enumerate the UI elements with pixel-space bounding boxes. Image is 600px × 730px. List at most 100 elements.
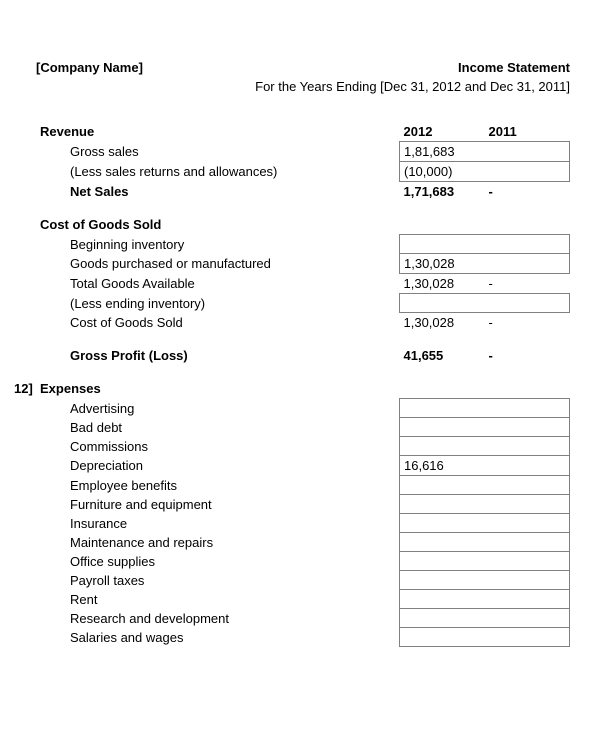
less-ending-label: (Less ending inventory): [66, 294, 400, 313]
less-ending-2011: [485, 294, 570, 313]
gross-profit-label: Gross Profit (Loss): [66, 346, 400, 365]
total-avail-row: Total Goods Available 1,30,028 -: [36, 274, 570, 294]
cogs-heading: Cost of Goods Sold: [36, 215, 570, 235]
expense-2012: [400, 437, 485, 456]
expense-2011: [485, 495, 570, 514]
gross-profit-row: Gross Profit (Loss) 41,655 -: [36, 346, 570, 365]
expense-2011: [485, 552, 570, 571]
beginning-label: Beginning inventory: [66, 235, 400, 254]
cogs-total-row: Cost of Goods Sold 1,30,028 -: [36, 313, 570, 333]
expense-2011: [485, 418, 570, 437]
expense-2012: 16,616: [400, 456, 485, 476]
purchased-2012: 1,30,028: [400, 254, 485, 274]
col-year1: 2012: [400, 122, 485, 142]
expense-row: Advertising: [36, 399, 570, 418]
expense-2012: [400, 571, 485, 590]
returns-2011: [485, 162, 570, 182]
expense-label: Research and development: [66, 609, 400, 628]
expense-label: Bad debt: [66, 418, 400, 437]
expense-2012: [400, 495, 485, 514]
expense-row: Salaries and wages: [36, 628, 570, 647]
expense-2012: [400, 628, 485, 647]
expense-row: Insurance: [36, 514, 570, 533]
expense-2012: [400, 552, 485, 571]
expense-label: Employee benefits: [66, 476, 400, 495]
expense-2011: [485, 437, 570, 456]
cogs-2012: 1,30,028: [400, 313, 485, 333]
expenses-heading-row: 12] Expenses: [36, 379, 570, 399]
purchased-label: Goods purchased or manufactured: [66, 254, 400, 274]
total-avail-2011: -: [485, 274, 570, 294]
returns-2012: (10,000): [400, 162, 485, 182]
beginning-2012: [400, 235, 485, 254]
income-table: Revenue 2012 2011 Gross sales 1,81,683 (…: [36, 122, 570, 647]
less-ending-2012: [400, 294, 485, 313]
expense-row: Employee benefits: [36, 476, 570, 495]
expense-2011: [485, 456, 570, 476]
expense-row: Commissions: [36, 437, 570, 456]
expense-2011: [485, 399, 570, 418]
beginning-inv-row: Beginning inventory: [36, 235, 570, 254]
gross-sales-row: Gross sales 1,81,683: [36, 142, 570, 162]
net-sales-row: Net Sales 1,71,683 -: [36, 182, 570, 202]
cogs-2011: -: [485, 313, 570, 333]
expense-label: Maintenance and repairs: [66, 533, 400, 552]
expense-2011: [485, 476, 570, 495]
gross-profit-2012: 41,655: [400, 346, 485, 365]
expense-row: Office supplies: [36, 552, 570, 571]
expense-2011: [485, 628, 570, 647]
expense-2011: [485, 590, 570, 609]
expense-row: Payroll taxes: [36, 571, 570, 590]
gross-profit-2011: -: [485, 346, 570, 365]
net-sales-label: Net Sales: [66, 182, 400, 202]
expense-2011: [485, 514, 570, 533]
gross-sales-label: Gross sales: [66, 142, 400, 162]
expense-2011: [485, 533, 570, 552]
expense-row: Depreciation16,616: [36, 456, 570, 476]
expense-2012: [400, 418, 485, 437]
purchased-2011: [485, 254, 570, 274]
net-sales-2012: 1,71,683: [400, 182, 485, 202]
expense-row: Rent: [36, 590, 570, 609]
expense-label: Payroll taxes: [66, 571, 400, 590]
returns-label: (Less sales returns and allowances): [66, 162, 400, 182]
expense-label: Depreciation: [66, 456, 400, 476]
expense-label: Office supplies: [66, 552, 400, 571]
gross-sales-2012: 1,81,683: [400, 142, 485, 162]
expense-row: Maintenance and repairs: [36, 533, 570, 552]
beginning-2011: [485, 235, 570, 254]
expense-2011: [485, 571, 570, 590]
net-sales-2011: -: [485, 182, 570, 202]
less-ending-row: (Less ending inventory): [36, 294, 570, 313]
gross-sales-2011: [485, 142, 570, 162]
statement-title: Income Statement: [458, 60, 570, 75]
expense-label: Salaries and wages: [66, 628, 400, 647]
expense-label: Furniture and equipment: [66, 495, 400, 514]
column-header-row: Revenue 2012 2011: [36, 122, 570, 142]
returns-row: (Less sales returns and allowances) (10,…: [36, 162, 570, 182]
expense-2012: [400, 399, 485, 418]
expense-2011: [485, 609, 570, 628]
col-year2: 2011: [485, 122, 570, 142]
purchased-row: Goods purchased or manufactured 1,30,028: [36, 254, 570, 274]
expense-2012: [400, 476, 485, 495]
cogs-label: Cost of Goods Sold: [66, 313, 400, 333]
income-statement-page: [Company Name] Income Statement For the …: [0, 0, 600, 667]
expenses-heading: Expenses: [40, 381, 101, 396]
company-name: [Company Name]: [36, 60, 143, 75]
expense-2012: [400, 590, 485, 609]
expense-2012: [400, 609, 485, 628]
expense-label: Commissions: [66, 437, 400, 456]
revenue-heading: Revenue: [36, 122, 400, 142]
expense-row: Bad debt: [36, 418, 570, 437]
statement-subtitle: For the Years Ending [Dec 31, 2012 and D…: [36, 79, 570, 94]
expense-label: Advertising: [66, 399, 400, 418]
expense-row: Furniture and equipment: [36, 495, 570, 514]
expense-label: Rent: [66, 590, 400, 609]
expenses-prefix: 12]: [14, 381, 33, 396]
total-avail-2012: 1,30,028: [400, 274, 485, 294]
expense-2012: [400, 514, 485, 533]
total-avail-label: Total Goods Available: [66, 274, 400, 294]
cogs-heading-row: Cost of Goods Sold: [36, 215, 570, 235]
header: [Company Name] Income Statement: [36, 60, 570, 75]
